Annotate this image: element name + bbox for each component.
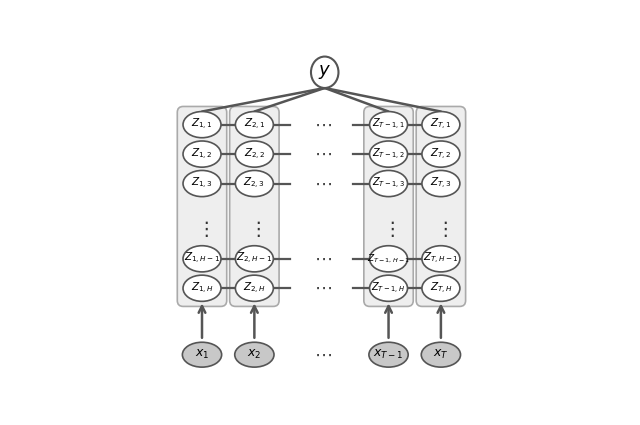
Text: $Z_{2,H}$: $Z_{2,H}$ [243,280,266,296]
Ellipse shape [422,111,460,138]
Ellipse shape [183,111,221,138]
Text: $x_T$: $x_T$ [433,348,449,361]
Text: $Z_{1,2}$: $Z_{1,2}$ [191,147,212,162]
Ellipse shape [183,141,221,167]
Text: $\cdots$: $\cdots$ [314,175,332,193]
Text: $Z_{1,H-1}$: $Z_{1,H-1}$ [184,251,220,266]
Text: $\cdots$: $\cdots$ [314,250,332,268]
Text: $x_1$: $x_1$ [195,348,209,361]
Text: $Z_{T,1}$: $Z_{T,1}$ [430,117,452,132]
FancyBboxPatch shape [230,107,279,306]
Text: $Z_{1,1}$: $Z_{1,1}$ [191,117,213,132]
Text: $Z_{2,2}$: $Z_{2,2}$ [244,147,265,162]
Text: $⋮$: $⋮$ [382,219,395,239]
Ellipse shape [421,342,461,367]
FancyBboxPatch shape [177,107,227,306]
FancyBboxPatch shape [416,107,466,306]
Ellipse shape [235,342,274,367]
Ellipse shape [422,275,460,301]
Ellipse shape [183,246,221,272]
Text: $Z_{T,3}$: $Z_{T,3}$ [430,176,452,191]
Text: $Z_{T,H}$: $Z_{T,H}$ [429,280,452,296]
Text: $⋮$: $⋮$ [196,219,209,239]
Text: $\cdots$: $\cdots$ [314,346,332,364]
Text: $Z_{T,2}$: $Z_{T,2}$ [430,147,452,162]
Ellipse shape [183,275,221,301]
Ellipse shape [369,275,408,301]
Ellipse shape [236,111,273,138]
Ellipse shape [369,170,408,197]
Text: $Z_{T-1,3}$: $Z_{T-1,3}$ [372,176,405,191]
Text: $x_{T-1}$: $x_{T-1}$ [373,348,404,361]
Text: $Z_{T-1,2}$: $Z_{T-1,2}$ [372,147,405,162]
Text: $Z_{2,H-1}$: $Z_{2,H-1}$ [236,251,273,266]
Text: $Z_{1,3}$: $Z_{1,3}$ [191,176,213,191]
Text: $\cdots$: $\cdots$ [314,116,332,133]
Text: $Z_{T-1,H}$: $Z_{T-1,H}$ [371,280,406,296]
FancyBboxPatch shape [364,107,413,306]
Ellipse shape [422,170,460,197]
Text: $\cdots$: $\cdots$ [314,145,332,163]
Text: $Z_{1,H}$: $Z_{1,H}$ [191,280,214,296]
Ellipse shape [369,141,408,167]
Text: $Z_{T-1,1}$: $Z_{T-1,1}$ [372,117,405,132]
Text: $\cdots$: $\cdots$ [314,279,332,297]
Text: $Z_{2,1}$: $Z_{2,1}$ [244,117,265,132]
Ellipse shape [182,342,221,367]
Ellipse shape [369,246,408,272]
Text: $Z_{T,H-1}$: $Z_{T,H-1}$ [423,251,459,266]
Ellipse shape [236,246,273,272]
Text: $Z_{T-1,H-1}$: $Z_{T-1,H-1}$ [367,253,410,265]
Ellipse shape [236,170,273,197]
Ellipse shape [236,141,273,167]
Ellipse shape [311,57,339,88]
Text: $Z_{2,3}$: $Z_{2,3}$ [243,176,265,191]
Ellipse shape [236,275,273,301]
Ellipse shape [422,246,460,272]
Text: $y$: $y$ [318,63,332,81]
Text: $⋮$: $⋮$ [435,219,447,239]
Text: $⋮$: $⋮$ [248,219,260,239]
Ellipse shape [369,342,408,367]
Text: $x_2$: $x_2$ [247,348,262,361]
Ellipse shape [422,141,460,167]
Ellipse shape [183,170,221,197]
Ellipse shape [369,111,408,138]
